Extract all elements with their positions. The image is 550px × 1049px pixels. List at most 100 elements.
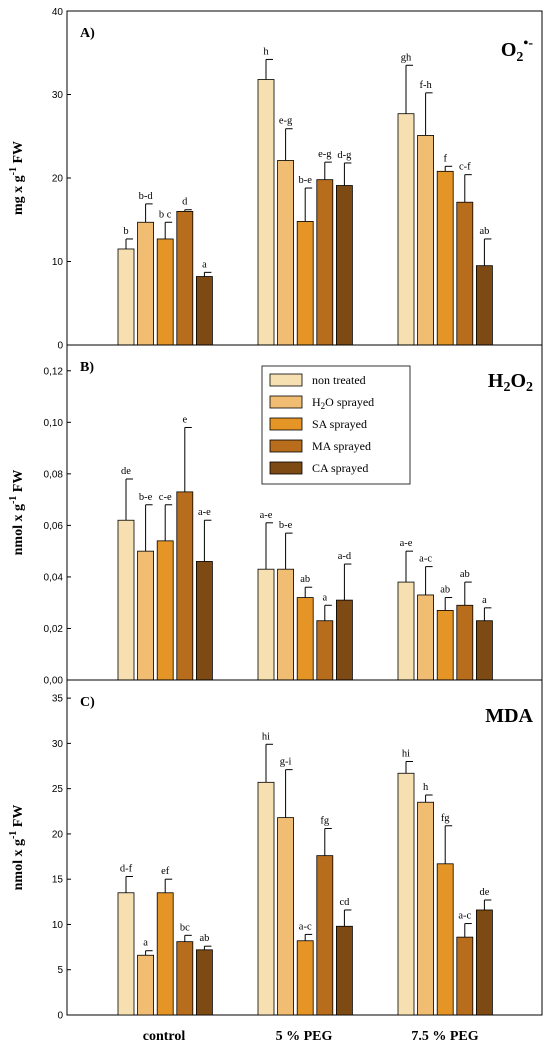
bar xyxy=(156,892,174,1016)
significance-label: ab xyxy=(479,226,489,237)
significance-label: hi xyxy=(402,748,410,759)
bar xyxy=(156,540,174,681)
panel-label: A) xyxy=(80,26,95,41)
y-tick-label: 0,04 xyxy=(44,572,64,583)
significance-label: d-f xyxy=(120,863,133,874)
significance-label: h xyxy=(263,46,269,57)
significance-label: h xyxy=(423,782,429,793)
bar xyxy=(316,620,334,681)
significance-label: b-e xyxy=(139,492,153,503)
legend-label: H2O sprayed xyxy=(312,395,374,411)
y-tick-label: 0,06 xyxy=(44,521,64,532)
y-tick-label: 40 xyxy=(52,7,64,18)
bar xyxy=(117,248,135,346)
panel-label: C) xyxy=(80,695,95,710)
y-tick-label: 0,10 xyxy=(44,418,64,429)
significance-label: bc xyxy=(180,922,190,933)
panel-b: 0,00 0,02 0,04 0,06 0,08 0,10 0,12 nmol x g-1 F… xyxy=(8,344,542,687)
significance-label: a-e xyxy=(400,538,413,549)
y-axis-label: nmol x g-1 FW xyxy=(8,805,26,891)
y-tick-label: 25 xyxy=(52,784,64,795)
bar xyxy=(137,221,155,346)
y-axis-label: mg x g-1 FW xyxy=(8,141,26,215)
figure-frame xyxy=(66,10,543,1016)
significance-label: ab xyxy=(460,569,470,580)
y-tick-label: 30 xyxy=(52,739,64,750)
significance-label: d-g xyxy=(337,150,352,161)
bar xyxy=(335,925,353,1016)
bar xyxy=(195,276,213,346)
y-tick-label: 0,08 xyxy=(44,469,64,480)
bar xyxy=(436,863,454,1016)
metric-label: MDA xyxy=(485,705,533,727)
significance-label: e-g xyxy=(279,116,293,127)
bar xyxy=(456,936,474,1016)
legend-swatch xyxy=(269,439,303,453)
x-category-label: 7.5 % PEG xyxy=(411,1029,478,1044)
significance-label: a-c xyxy=(458,911,471,922)
significance-label: a-d xyxy=(338,551,352,562)
significance-label: f xyxy=(443,153,447,164)
legend-swatch xyxy=(269,373,303,387)
significance-label: c-f xyxy=(459,162,471,173)
legend-label: SA sprayed xyxy=(312,417,367,431)
bar xyxy=(176,210,194,346)
bar xyxy=(137,954,155,1016)
x-category-label: 5 % PEG xyxy=(276,1029,333,1044)
y-tick-label: 0 xyxy=(57,341,63,352)
panel-a: 0 10 20 30 40 mg x g-1 FW A) O2•- b h gh b-d e-g f-h b… xyxy=(8,7,533,352)
significance-label: ab xyxy=(440,585,450,596)
significance-label: a xyxy=(482,595,487,606)
significance-label: b xyxy=(123,226,128,237)
bar xyxy=(156,238,174,346)
bar xyxy=(417,594,435,681)
significance-label: g-i xyxy=(280,757,292,768)
bar xyxy=(456,604,474,681)
bar xyxy=(397,113,415,346)
significance-label: f-h xyxy=(419,80,432,91)
bar xyxy=(296,597,314,681)
legend-swatch xyxy=(269,395,303,409)
bar xyxy=(176,491,194,681)
bar xyxy=(195,561,213,681)
y-tick-label: 0 xyxy=(57,1011,63,1022)
bar xyxy=(137,550,155,681)
significance-label: b-e xyxy=(298,175,312,186)
y-axis-label: nmol x g-1 FW xyxy=(8,470,26,556)
significance-label: a xyxy=(143,938,148,949)
legend-swatch xyxy=(269,461,303,475)
bar xyxy=(456,201,474,346)
bar xyxy=(257,568,275,681)
legend-label: non treated xyxy=(312,373,366,387)
significance-label: d xyxy=(182,197,188,208)
y-tick-label: 15 xyxy=(52,875,64,886)
bar xyxy=(335,185,353,346)
significance-label: e xyxy=(182,414,187,425)
bar xyxy=(195,949,213,1016)
significance-label: cd xyxy=(339,897,350,908)
significance-label: de xyxy=(479,887,489,898)
bar xyxy=(257,781,275,1016)
y-tick-label: 5 xyxy=(57,965,63,976)
significance-label: b-e xyxy=(279,520,293,531)
metric-label: O2•- xyxy=(501,36,533,65)
significance-label: a xyxy=(322,592,327,603)
y-tick-label: 35 xyxy=(52,694,64,705)
bar xyxy=(257,79,275,346)
bar xyxy=(296,940,314,1016)
bar xyxy=(277,160,295,346)
y-tick-label: 30 xyxy=(52,90,64,101)
y-tick-label: 0,02 xyxy=(44,624,64,635)
bar xyxy=(335,599,353,681)
panel-label: B) xyxy=(80,360,94,375)
y-tick-label: 20 xyxy=(52,829,64,840)
significance-label: ef xyxy=(161,866,170,877)
legend-label: MA sprayed xyxy=(312,439,371,453)
significance-label: a-c xyxy=(299,921,312,932)
bar xyxy=(475,909,493,1016)
significance-label: a-c xyxy=(419,554,432,565)
bar xyxy=(475,265,493,346)
significance-label: a xyxy=(202,259,207,270)
significance-label: e-g xyxy=(318,149,332,160)
